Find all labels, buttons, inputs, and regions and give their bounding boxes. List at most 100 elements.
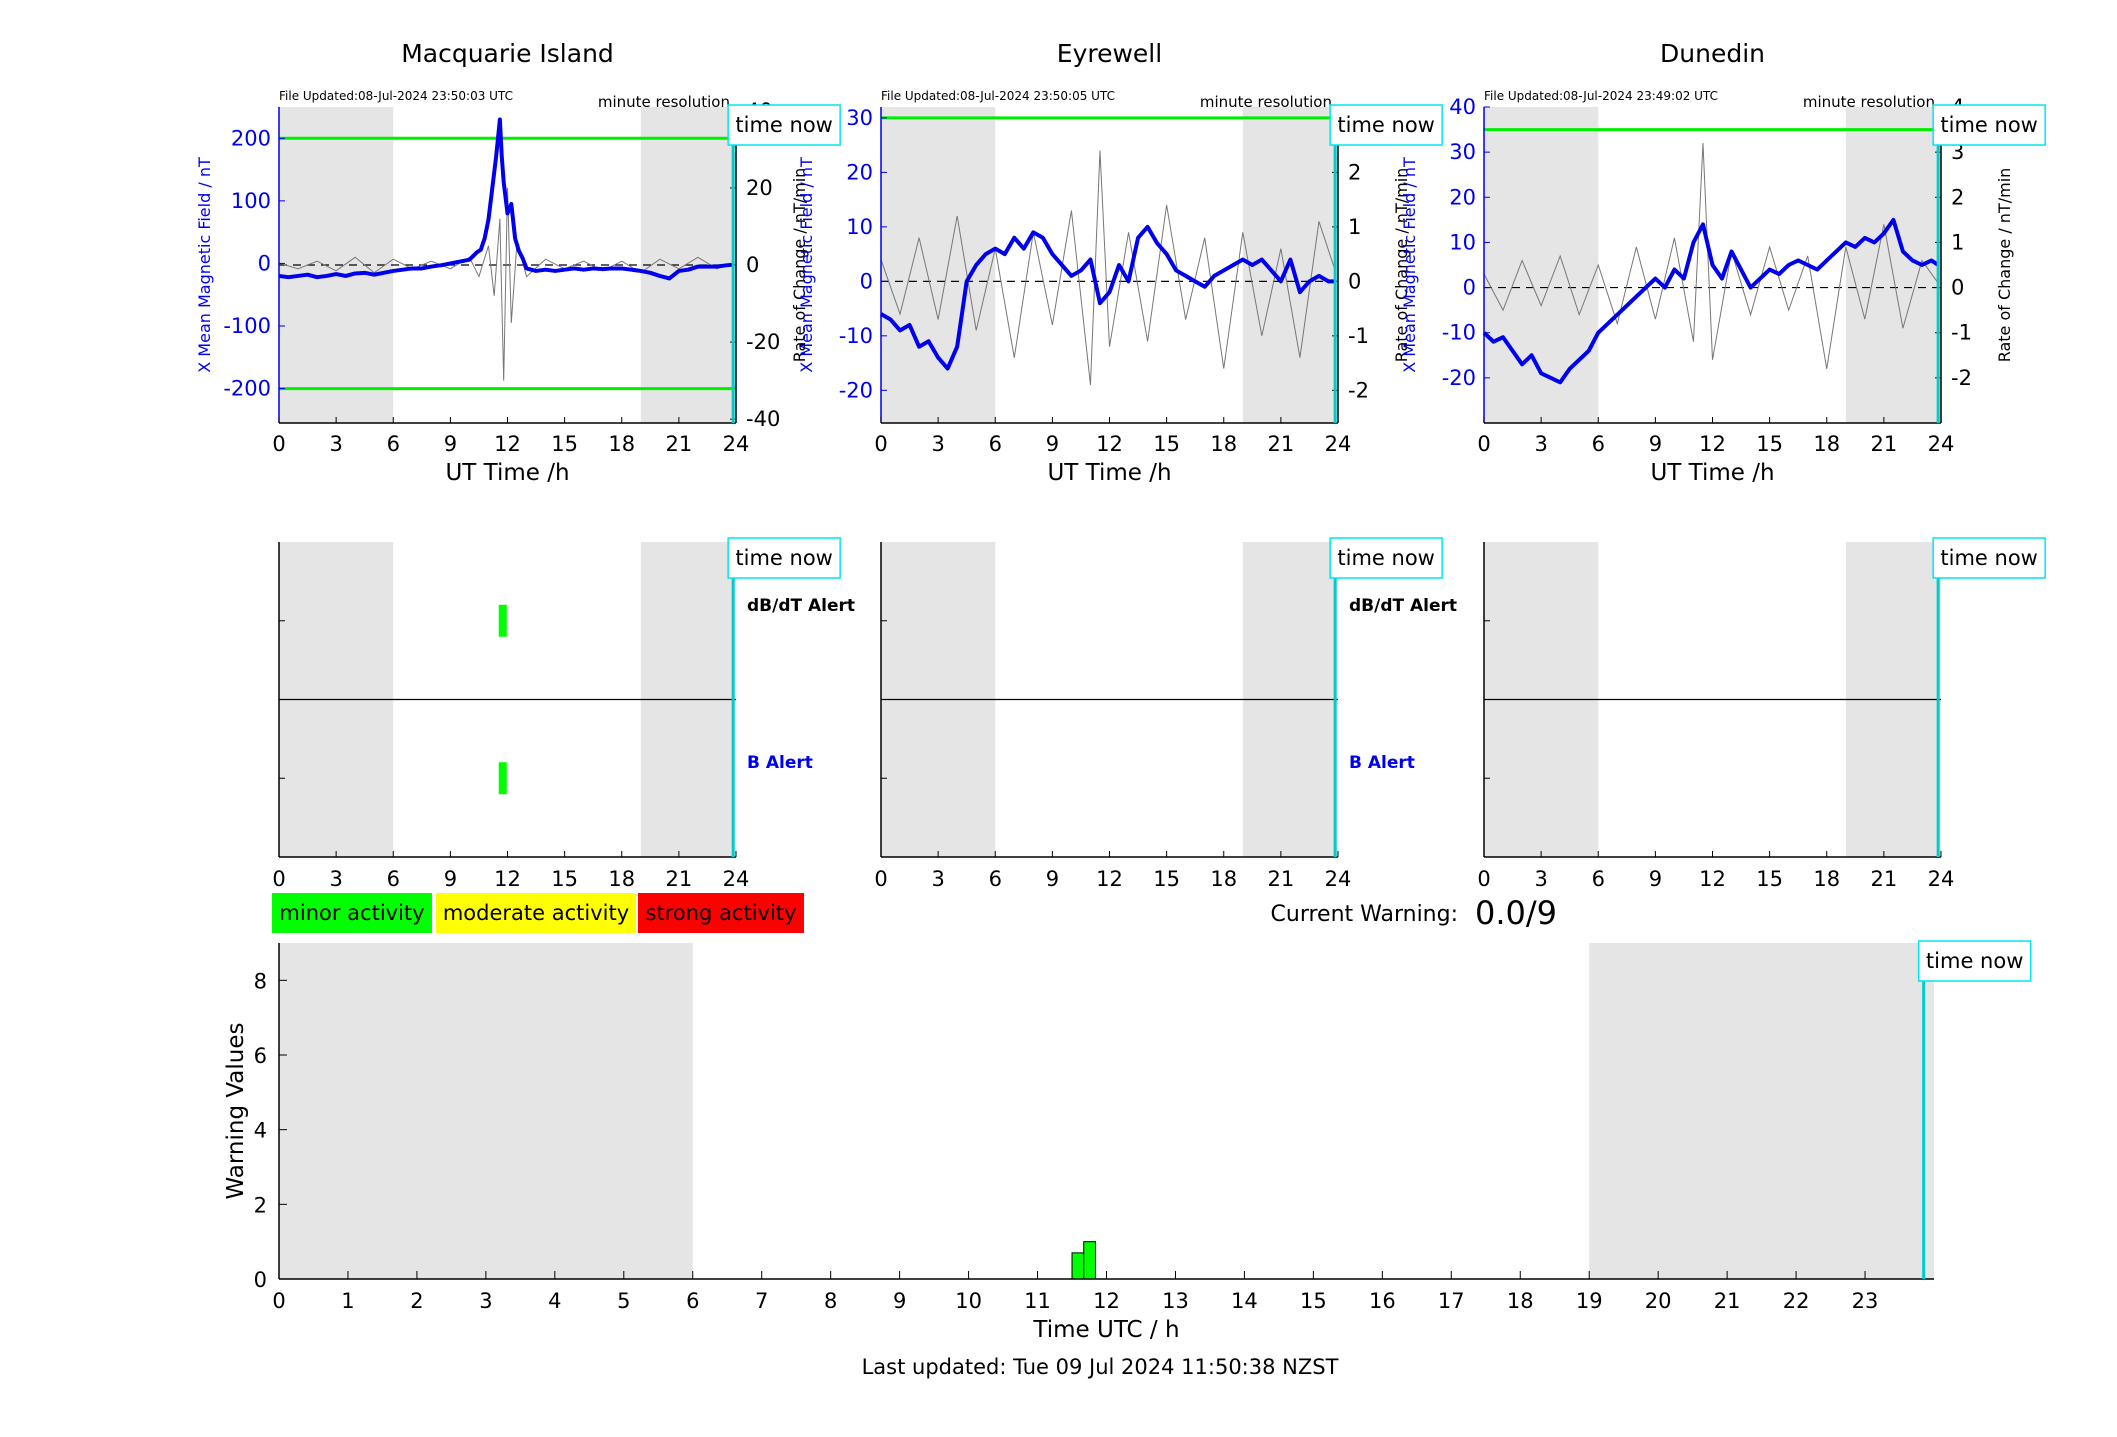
x-tick-label: 18 [608, 867, 635, 891]
x-tick-label: 24 [1325, 432, 1352, 456]
time-now-label: time now [1940, 546, 2037, 570]
x-tick-label: 9 [1046, 867, 1059, 891]
alert-panels: 0 3 6 9 12 15 18 21 24 dB/dT Alert B Alert time now… [272, 537, 2046, 891]
x-tick-label: 12 [1096, 867, 1123, 891]
x-tick-label: 21 [666, 432, 693, 456]
y-axis-label: X Mean Magnetic Field / nT [797, 157, 816, 373]
x-axis-label: UT Time /h [1047, 460, 1171, 486]
x-field-series [1482, 217, 1940, 385]
x-tick-label: 12 [1093, 1289, 1120, 1313]
x-tick-label: 12 [494, 867, 521, 891]
resolution-label: minute resolution [1803, 93, 1935, 111]
x-tick-label: 3 [329, 867, 342, 891]
x-tick-label: 13 [1162, 1289, 1189, 1313]
activity-legend: minor activity moderate activity strong … [272, 893, 804, 933]
x-tick-label: 15 [551, 432, 578, 456]
x-tick-label: 12 [1699, 867, 1726, 891]
right-tick-label: 0 [746, 253, 759, 277]
x-tick-label: 3 [931, 432, 944, 456]
right-tick-label: 20 [746, 176, 773, 200]
x-tick-label: 24 [723, 867, 750, 891]
x-tick-label: 12 [1096, 432, 1123, 456]
x-tick-label: 17 [1438, 1289, 1465, 1313]
station-title: Macquarie Island [401, 39, 614, 68]
right-tick-label: -1 [1951, 321, 1972, 345]
x-tick-label: 19 [1576, 1289, 1603, 1313]
x-axis-label: Time UTC / h [1032, 1317, 1179, 1343]
y-tick-label: 0 [254, 1268, 267, 1292]
current-warning-value: 0.0/9 [1475, 894, 1557, 932]
night-shading [279, 943, 693, 1279]
x-tick-label: 0 [1477, 867, 1490, 891]
y-axis-label: X Mean Magnetic Field / nT [1400, 157, 1419, 373]
right-tick-label: -2 [1348, 378, 1369, 402]
y-tick-label: 200 [231, 126, 271, 150]
legend-strong-label: strong activity [646, 901, 797, 925]
b-alert-label: B Alert [747, 753, 813, 773]
x-tick-label: 18 [1210, 432, 1237, 456]
magnetometer-panel: Dunedin File Updated:08-Jul-2024 23:49:02… [1400, 39, 2046, 486]
right-tick-label: 3 [1951, 140, 1964, 164]
current-warning-label: Current Warning: [1271, 902, 1458, 927]
y-tick-label: 40 [1449, 95, 1476, 119]
x-tick-label: 6 [989, 432, 1002, 456]
x-tick-label: 18 [608, 432, 635, 456]
time-now-box [1329, 537, 1443, 579]
x-tick-label: 9 [893, 1289, 906, 1313]
dbdt-alert-label: dB/dT Alert [747, 596, 855, 616]
station-title: Eyrewell [1057, 39, 1162, 68]
legend-minor-label: minor activity [279, 901, 424, 925]
x-tick-label: 6 [1592, 867, 1605, 891]
night-shading [1589, 943, 1934, 1279]
y-tick-label: 8 [254, 969, 267, 993]
x-axis-label: UT Time /h [445, 460, 569, 486]
y-tick-label: 6 [254, 1044, 267, 1068]
file-updated-label: File Updated:08-Jul-2024 23:49:02 UTC [1484, 89, 1718, 103]
x-tick-label: 6 [387, 867, 400, 891]
x-tick-label: 3 [931, 867, 944, 891]
x-tick-label: 10 [955, 1289, 982, 1313]
time-now-box [727, 104, 841, 146]
x-tick-label: 12 [494, 432, 521, 456]
x-field-series [278, 117, 734, 281]
x-tick-label: 5 [617, 1289, 630, 1313]
x-tick-label: 9 [444, 867, 457, 891]
x-tick-label: 21 [1871, 867, 1898, 891]
file-updated-label: File Updated:08-Jul-2024 23:50:03 UTC [279, 89, 513, 103]
file-updated-label: File Updated:08-Jul-2024 23:50:05 UTC [881, 89, 1115, 103]
time-now-label: time now [735, 546, 832, 570]
x-tick-label: 22 [1783, 1289, 1810, 1313]
x-tick-label: 1 [341, 1289, 354, 1313]
x-tick-label: 0 [272, 1289, 285, 1313]
y-tick-label: 20 [846, 160, 873, 184]
y-tick-label: -20 [839, 378, 873, 402]
x-tick-label: 3 [1534, 867, 1547, 891]
legend-moderate-swatch [436, 893, 636, 933]
x-tick-label: 0 [1477, 432, 1490, 456]
x-tick-label: 15 [1300, 1289, 1327, 1313]
right-tick-label: 2 [1951, 185, 1964, 209]
x-tick-label: 6 [989, 867, 1002, 891]
y-tick-label: -10 [839, 324, 873, 348]
alert-panel: 0 3 6 9 12 15 18 21 24 dB/dT Alert B Alert time now [874, 537, 1457, 891]
y-tick-label: 10 [846, 215, 873, 239]
x-tick-label: 18 [1813, 432, 1840, 456]
y-tick-label: 30 [846, 106, 873, 130]
x-tick-label: 16 [1369, 1289, 1396, 1313]
right-tick-label: -1 [1348, 324, 1369, 348]
x-tick-label: 3 [479, 1289, 492, 1313]
time-now-box [727, 537, 841, 579]
x-tick-label: 0 [272, 432, 285, 456]
resolution-label: minute resolution [598, 93, 730, 111]
right-tick-label: 2 [1348, 160, 1361, 184]
x-tick-label: 9 [1649, 867, 1662, 891]
x-tick-label: 0 [874, 867, 887, 891]
x-tick-label: 15 [1153, 867, 1180, 891]
x-tick-label: 15 [1756, 867, 1783, 891]
night-shading [1484, 107, 1599, 423]
x-tick-label: 21 [1268, 867, 1295, 891]
time-now-label: time now [1926, 949, 2023, 973]
last-updated-footer: Last updated: Tue 09 Jul 2024 11:50:38 N… [862, 1355, 1339, 1379]
alert-panel: 0 3 6 9 12 15 18 21 24 dB/dT Alert B Alert time now [272, 537, 855, 891]
